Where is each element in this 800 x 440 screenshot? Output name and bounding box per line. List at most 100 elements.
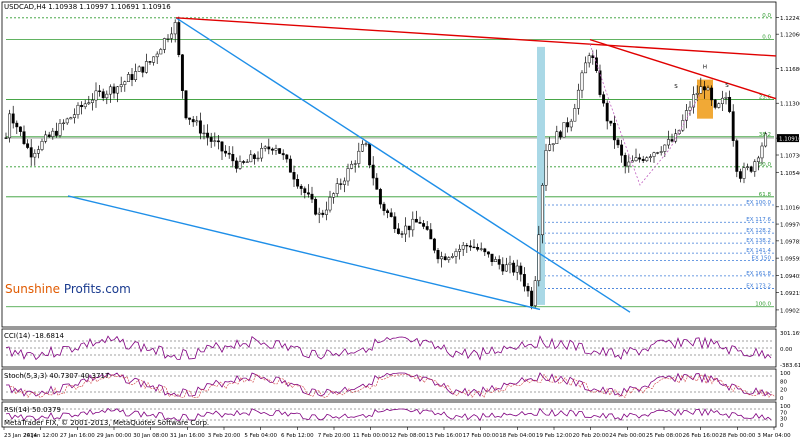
candle-body	[537, 234, 541, 281]
candle-body	[753, 161, 757, 172]
candle-body	[72, 114, 76, 118]
candle-body	[51, 130, 55, 137]
candle-body	[515, 265, 519, 273]
candle-body	[461, 245, 465, 250]
candle-body	[512, 262, 516, 273]
candle-body	[699, 86, 703, 94]
candle-body	[180, 54, 184, 91]
candle-body	[526, 286, 530, 292]
candle-body	[278, 148, 282, 154]
candle-body	[674, 133, 678, 142]
cci-label: CCI(14) -18.6814	[4, 332, 64, 340]
candle-body	[497, 259, 501, 265]
candle-body	[227, 152, 231, 155]
candle-body	[393, 216, 397, 230]
candle-body	[663, 144, 667, 152]
candle-body	[339, 183, 343, 185]
cci-axis-label: 0.00	[780, 347, 793, 353]
brand-watermark: Sunshine Profits.com	[5, 282, 131, 296]
candle-body	[195, 120, 199, 123]
candle-body	[332, 193, 336, 198]
candle-body	[519, 265, 523, 275]
candle-body	[422, 223, 426, 227]
candle-body	[411, 218, 415, 231]
stoch-panel-frame[interactable]	[1, 368, 777, 401]
time-tick-label: 12 Feb 08:00	[389, 433, 426, 439]
candle-body	[148, 61, 152, 63]
candle-body	[350, 163, 354, 169]
time-tick-label: 30 Jan 08:00	[133, 433, 168, 439]
rsi-line	[5, 407, 772, 422]
candle-body	[713, 99, 717, 108]
candle-body	[648, 156, 652, 158]
candle-body	[134, 71, 138, 80]
candle-body	[306, 192, 310, 195]
candle-body	[443, 256, 447, 261]
candlestick-series	[4, 16, 768, 310]
cci-axis-label: -383.6146	[780, 363, 800, 369]
fib-level-label: EX 100.0	[746, 200, 771, 206]
fib-level-label: EX 141.4	[746, 248, 771, 254]
candle-body	[317, 212, 321, 215]
candle-body	[548, 144, 552, 151]
candle-body	[386, 210, 390, 214]
time-tick-label: 27 Jan 16:00	[60, 433, 95, 439]
candle-body	[645, 157, 649, 161]
candle-body	[724, 96, 728, 99]
candle-body	[458, 248, 462, 252]
candle-body	[465, 245, 469, 247]
price-tick-label: 1.09785	[780, 239, 800, 245]
candle-body	[216, 140, 220, 143]
main-chart-frame[interactable]	[1, 1, 777, 328]
candle-body	[670, 139, 674, 142]
candle-body	[692, 94, 696, 108]
candle-body	[15, 122, 19, 128]
candle-body	[447, 257, 451, 261]
candle-body	[720, 97, 724, 104]
candle-body	[296, 178, 300, 187]
candle-body	[494, 259, 498, 262]
candle-body	[22, 131, 26, 144]
candle-body	[764, 133, 768, 147]
candle-body	[184, 90, 188, 119]
candle-body	[116, 86, 120, 94]
time-tick-label: 26 Feb 16:00	[683, 433, 720, 439]
candle-body	[18, 126, 22, 132]
candle-body	[310, 193, 314, 200]
candle-body	[666, 139, 670, 146]
candle-body	[695, 93, 699, 95]
candle-body	[346, 168, 350, 182]
candle-body	[198, 120, 202, 134]
candle-body	[425, 226, 429, 230]
candle-body	[263, 146, 267, 149]
candle-body	[605, 102, 609, 122]
price-tick-label: 1.12242	[780, 16, 800, 22]
pattern-annotation: H	[703, 65, 707, 71]
price-tick-label: 1.09595	[780, 257, 800, 263]
stoch-axis-label: 100	[780, 371, 791, 377]
candle-body	[533, 280, 537, 307]
fib-retracement-diagonal	[589, 44, 701, 186]
candle-body	[206, 132, 210, 138]
candle-body	[80, 104, 84, 108]
resistance-line-2	[589, 38, 777, 100]
current-price-tag	[777, 134, 799, 143]
candle-body	[108, 86, 112, 95]
candle-body	[141, 66, 145, 73]
price-tick-label: 1.09970	[780, 223, 800, 229]
candle-body	[400, 233, 404, 235]
candle-body	[191, 119, 195, 123]
candle-body	[731, 111, 735, 141]
time-tick-label: 19 Feb 12:00	[536, 433, 573, 439]
rsi-axis-label: 0	[780, 423, 784, 429]
candle-body	[8, 113, 12, 139]
copyright-text: MetaTrader FIX, © 2001-2013, MetaQuotes …	[4, 419, 209, 427]
fib-level-label: EX 138.2	[746, 238, 771, 244]
chart-title: USDCAD,H4 1.10938 1.10997 1.10691 1.1091…	[4, 3, 171, 11]
pattern-annotation: S	[674, 84, 678, 90]
candle-body	[364, 143, 368, 145]
candle-body	[576, 89, 580, 109]
time-tick-label: 3 Mar 04:00	[757, 433, 791, 439]
